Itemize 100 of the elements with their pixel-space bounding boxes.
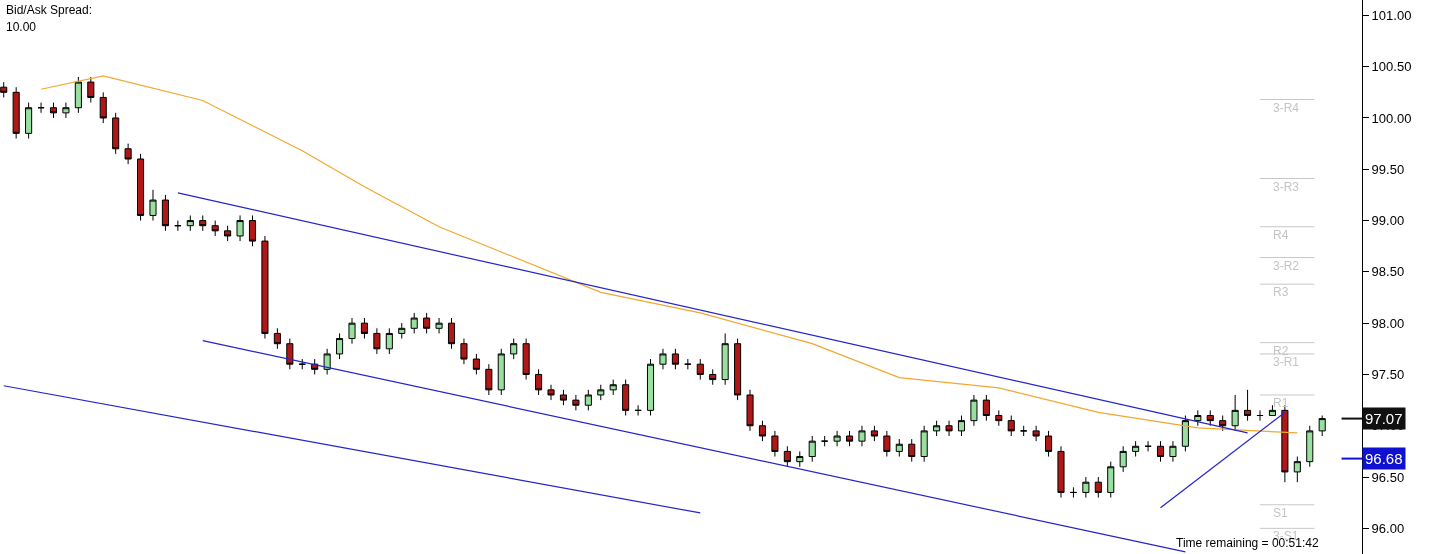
candlestick: [460, 338, 468, 365]
line-series: [40, 75, 1298, 434]
candlestick: [1057, 445, 1065, 499]
candlestick: [286, 338, 294, 370]
y-tick-label: 99.50: [1371, 161, 1405, 177]
candlestick: [137, 153, 145, 222]
ref-line-label: R2: [1273, 344, 1289, 358]
candlestick: [124, 143, 132, 165]
ref-line-label: 96.68: [1365, 450, 1403, 467]
y-tick-label: 97.50: [1371, 367, 1405, 383]
candlestick: [895, 438, 903, 458]
candlestick: [957, 415, 966, 437]
candlestick: [1206, 409, 1214, 427]
candlestick: [858, 425, 866, 447]
candlestick: [99, 91, 107, 124]
candlestick: [734, 338, 742, 401]
candlestick: [298, 358, 306, 370]
ref-line-label: 3-R2: [1273, 259, 1300, 273]
candlestick: [597, 384, 605, 401]
candlestick: [1219, 415, 1227, 432]
y-tick-label: 96.50: [1371, 469, 1405, 485]
ref-line-label: 3-R4: [1273, 101, 1300, 115]
candlestick: [783, 445, 791, 468]
candlestick: [447, 317, 456, 350]
ref-line-label: 3-R3: [1273, 180, 1300, 194]
candlestick: [199, 214, 207, 232]
annotation: 10.00: [6, 20, 37, 34]
candlestick: [472, 353, 480, 375]
y-tick-label: 98.50: [1371, 264, 1405, 280]
candlestick: [646, 358, 655, 416]
y-tick-label: 98.00: [1371, 315, 1405, 331]
candlestick: [186, 214, 194, 232]
candlestick: [671, 348, 679, 370]
candlestick: [1181, 415, 1189, 452]
candlestick: [273, 327, 281, 350]
candlestick: [360, 317, 368, 340]
candlestick: [1069, 486, 1077, 499]
candlestick: [1107, 461, 1115, 499]
y-tick-label: 96.00: [1371, 520, 1405, 536]
ref-line-label: 3-R1: [1273, 355, 1300, 369]
candlestick: [1094, 476, 1102, 499]
ref-line-label: R1: [1273, 396, 1289, 410]
candlestick: [62, 102, 70, 119]
candlestick: [1231, 394, 1239, 432]
candlestick: [423, 312, 431, 334]
candlestick: [746, 389, 754, 432]
candlestick: [933, 420, 941, 437]
candlestick: [1169, 440, 1177, 463]
candlestick: [982, 394, 990, 422]
candlestick: [348, 317, 356, 345]
candlestick: [174, 220, 182, 232]
ref-line-label: S1: [1273, 506, 1288, 520]
candlestick: [1306, 425, 1314, 468]
candlestick: [522, 338, 530, 381]
candlestick: [1082, 476, 1090, 499]
candlestick: [1293, 456, 1301, 483]
candlestick: [112, 112, 120, 155]
candlestick: [410, 312, 418, 334]
candlestick: [248, 214, 257, 247]
candlestick: [497, 348, 505, 396]
candlestick: [945, 420, 953, 437]
candlestick: [1132, 440, 1140, 458]
candlestick: [696, 358, 704, 381]
candlestick: [1268, 404, 1276, 416]
candlestick: [808, 435, 816, 463]
candlestick: [1007, 415, 1015, 437]
candlestick: [970, 394, 978, 427]
candlestick: [87, 76, 95, 104]
candlestick: [622, 379, 630, 416]
candlestick: [908, 438, 916, 463]
candlestick: [49, 102, 58, 119]
candlestick: [1244, 389, 1252, 422]
candlestick: [373, 327, 381, 355]
candlestick: [771, 430, 779, 458]
candlestick: [1045, 430, 1053, 458]
ref-line-label: R3: [1273, 285, 1289, 299]
candlestick: [385, 327, 393, 355]
candlestick: [224, 225, 232, 242]
ref-line-label: R4: [1273, 228, 1289, 242]
candlestick: [485, 363, 493, 396]
candlestick: [609, 379, 617, 396]
candlestick: [161, 194, 169, 232]
candlestick: [821, 435, 829, 447]
y-tick-label: 100.00: [1371, 110, 1412, 126]
candlestick: [721, 332, 729, 386]
y-tick-label: 100.50: [1371, 59, 1412, 75]
candlestick: [547, 384, 555, 401]
candlestick: [833, 430, 841, 447]
candlestick: [12, 86, 20, 139]
candlestick: [995, 409, 1003, 427]
candlestick: [584, 389, 592, 411]
annotation: Bid/Ask Spread:: [6, 3, 93, 17]
candlestick: [559, 389, 567, 406]
candlestick: [572, 394, 580, 411]
ref-line-label: 97.07: [1365, 410, 1403, 427]
candlestick: [336, 332, 344, 360]
candlestick: [0, 81, 8, 98]
candlestick: [1318, 415, 1326, 437]
candlestick: [25, 102, 33, 139]
y-tick-label: 101.00: [1371, 7, 1412, 23]
